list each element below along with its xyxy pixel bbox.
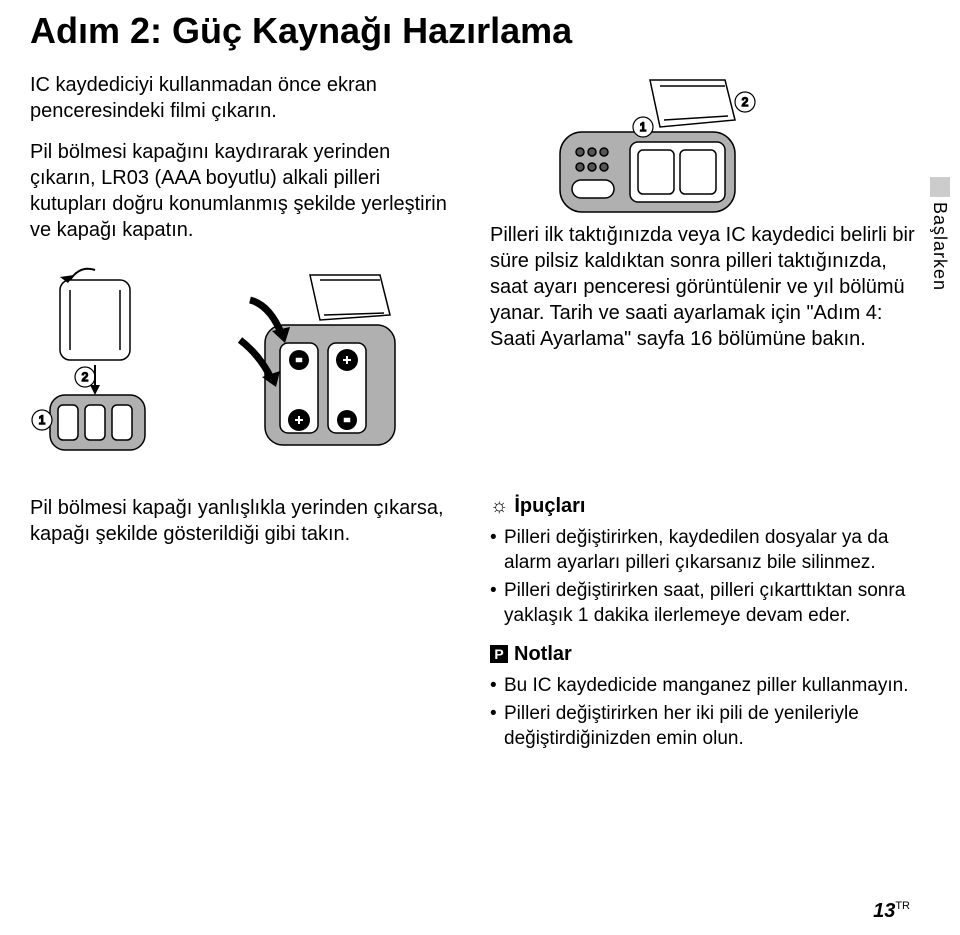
callout-r1: 1: [640, 120, 647, 134]
left-column: IC kaydediciyi kullanmadan önce ekran pe…: [30, 72, 460, 460]
bottom-left-paragraph: Pil bölmesi kapağı yanlışlıkla yerinden …: [30, 495, 460, 547]
tips-list: Pilleri değiştirirken, kaydedilen dosyal…: [490, 526, 920, 629]
bottom-left-column: Pil bölmesi kapağı yanlışlıkla yerinden …: [30, 495, 460, 756]
bottom-section: Pil bölmesi kapağı yanlışlıkla yerinden …: [30, 495, 920, 756]
tips-header: ☼ İpuçları: [490, 495, 920, 518]
section-tab-label: Başlarken: [929, 202, 950, 291]
cover-close-figure: 1 2: [530, 72, 780, 217]
notes-header: P Notlar: [490, 643, 920, 666]
callout-1: 1: [39, 413, 46, 427]
bottom-right-column: ☼ İpuçları Pilleri değiştirirken, kayded…: [490, 495, 920, 756]
page-title: Adım 2: Güç Kaynağı Hazırlama: [30, 10, 920, 52]
note-item: Bu IC kaydedicide manganez piller kullan…: [490, 674, 920, 699]
section-tab-marker: [930, 177, 950, 197]
page-number-value: 13: [873, 900, 895, 922]
callout-r2: 2: [742, 95, 749, 109]
intro-text: IC kaydediciyi kullanmadan önce ekran pe…: [30, 72, 460, 124]
left-paragraph: Pil bölmesi kapağını kaydırarak yerinden…: [30, 139, 460, 243]
notes-icon: P: [490, 645, 508, 663]
callout-2: 2: [82, 370, 89, 384]
tip-item: Pilleri değiştirirken, kaydedilen dosyal…: [490, 526, 920, 575]
notes-list: Bu IC kaydedicide manganez piller kullan…: [490, 674, 920, 752]
page-number: 13TR: [873, 900, 910, 923]
battery-insert-figure: 1 2: [30, 265, 410, 455]
notes-label: Notlar: [514, 643, 572, 666]
tip-item: Pilleri değiştirirken saat, pilleri çıka…: [490, 579, 920, 628]
top-section: IC kaydediciyi kullanmadan önce ekran pe…: [30, 72, 920, 460]
right-column: 1 2 Pilleri ilk taktığınızda veya IC kay…: [490, 72, 920, 460]
tips-label: İpuçları: [514, 495, 585, 518]
page-suffix: TR: [895, 900, 910, 912]
note-item: Pilleri değiştirirken her iki pili de ye…: [490, 702, 920, 751]
tips-icon: ☼: [490, 495, 508, 518]
right-paragraph: Pilleri ilk taktığınızda veya IC kaydedi…: [490, 222, 920, 352]
